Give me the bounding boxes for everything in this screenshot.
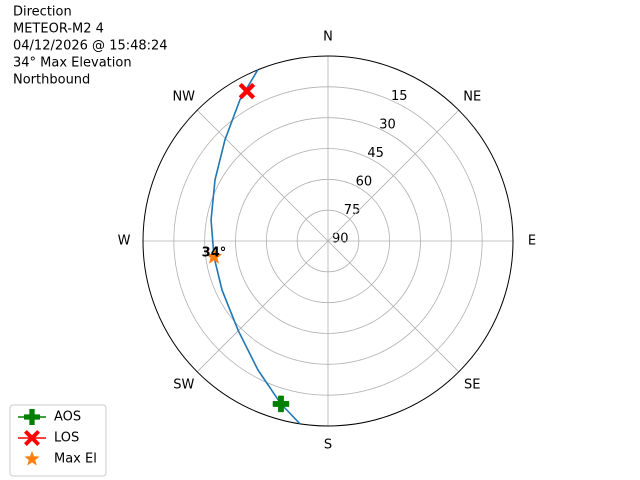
legend-marker	[24, 430, 40, 446]
marker-x	[238, 82, 256, 100]
x-tick-label: E	[528, 234, 536, 249]
r-tick-label: 30	[379, 118, 396, 133]
x-tick-label: NW	[172, 89, 195, 104]
x-tick-label: S	[324, 438, 332, 453]
outer-ring	[142, 55, 514, 427]
x-tick-label: SW	[173, 378, 194, 393]
grid-spoke	[327, 240, 460, 373]
r-tick-label: 15	[391, 89, 408, 104]
x-tick-label: N	[323, 30, 333, 45]
legend-label: AOS	[54, 410, 81, 425]
legend-marker	[24, 409, 40, 425]
header-line: Direction	[13, 5, 72, 20]
header-line: 04/12/2026 @ 15:48:24	[13, 39, 168, 54]
legend-label: Max El	[54, 452, 97, 467]
grid-spoke	[327, 109, 460, 242]
header-line: 34° Max Elevation	[13, 56, 132, 71]
header-line: Northbound	[13, 73, 90, 88]
legend-label: LOS	[54, 431, 79, 446]
marker-plus	[272, 395, 290, 413]
grid-spoke	[196, 240, 329, 373]
header-line: METEOR-M2 4	[13, 22, 104, 37]
r-tick-label: 75	[344, 203, 361, 218]
x-tick-label: SE	[464, 378, 480, 393]
value-label: 34°	[202, 245, 227, 260]
grid-spoke	[196, 109, 329, 242]
x-tick-label: W	[118, 234, 131, 249]
r-tick-label: 60	[356, 175, 373, 190]
r-tick-label: 90	[332, 232, 349, 247]
x-tick-label: NE	[463, 89, 481, 104]
marker-star	[205, 248, 223, 264]
r-tick-label: 45	[367, 146, 384, 161]
legend-marker	[24, 451, 40, 466]
